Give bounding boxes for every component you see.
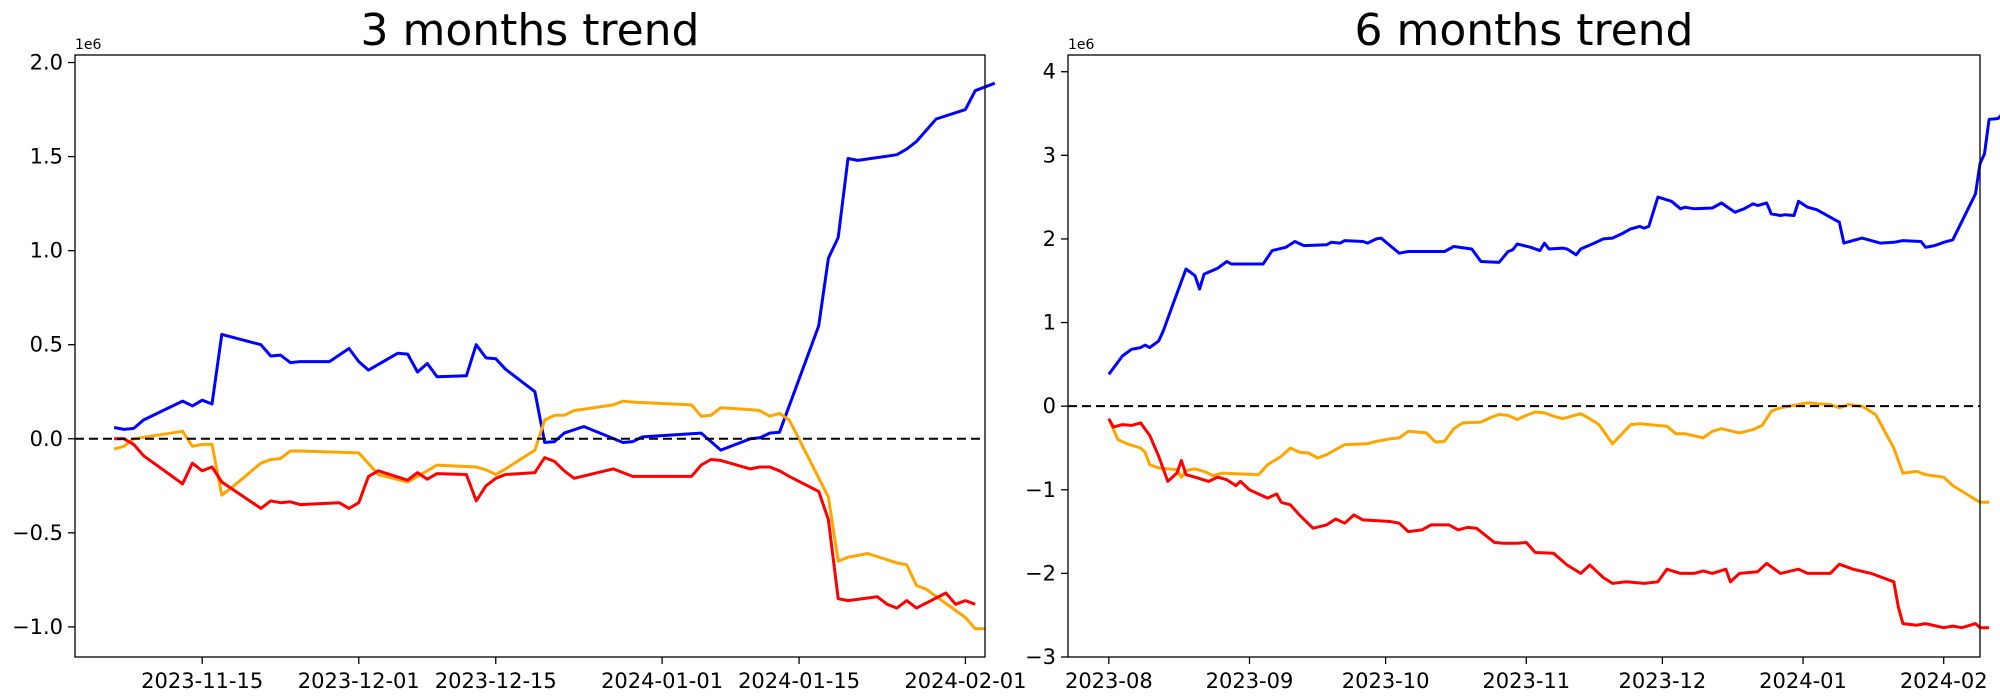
series-line-1 [1107,401,1990,504]
y-axis-offset-label: 1e6 [1068,37,1095,53]
x-tick-label: 2024-01-15 [738,669,860,693]
x-tick-label: 2023-08 [1065,669,1153,693]
y-tick-label: 0 [1043,394,1056,418]
chart-title: 6 months trend [1355,5,1694,56]
series-line-2 [1107,417,1990,630]
chart-3-months: 3 months trend 1e6 2023-11-15 2023-12-01 202… [12,5,1026,693]
y-tick-label: 1.0 [30,239,63,263]
y-tick-label: 2.0 [30,51,63,75]
x-tick-label: 2023-09 [1206,669,1294,693]
x-tick-label: 2024-02-01 [904,669,1026,693]
x-tick-label: 2024-02 [1900,669,1988,693]
y-tick-label: 1 [1043,311,1056,335]
y-tick-label: 4 [1043,60,1056,84]
chart-title: 3 months trend [361,5,700,56]
y-tick-label: −1.0 [12,615,63,639]
plot-frame [1067,54,1981,658]
x-tick-label: 2023-12-01 [298,669,420,693]
y-tick-label: 2 [1043,227,1056,251]
y-tick-label: 0.0 [30,427,63,451]
series-line-0 [113,81,996,452]
y-tick-label: 1.5 [30,145,63,169]
y-tick-label: 3 [1043,143,1056,167]
plot-frame [74,54,986,658]
x-tick-label: 2023-11-15 [141,669,263,693]
y-tick-label: 0.5 [30,333,63,357]
y-tick-label: −3 [1025,645,1056,669]
y-tick-label: −1 [1025,478,1056,502]
y-tick-label: −2 [1025,561,1056,585]
x-tick-label: 2023-12-15 [435,669,557,693]
y-tick-label: −0.5 [12,521,63,545]
x-tick-label: 2024-01-01 [601,669,723,693]
y-axis-offset-label: 1e6 [75,37,102,53]
series-line-1 [113,399,985,631]
x-tick-label: 2023-12 [1619,669,1707,693]
x-tick-label: 2023-11 [1482,669,1570,693]
series-line-0 [1107,114,2000,376]
x-tick-label: 2024-01 [1759,669,1847,693]
x-tick-label: 2023-10 [1342,669,1430,693]
series-line-2 [114,437,976,610]
